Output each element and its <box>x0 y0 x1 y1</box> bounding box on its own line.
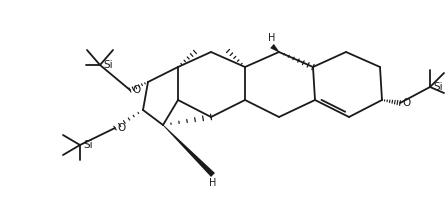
Polygon shape <box>270 44 279 52</box>
Text: O: O <box>402 98 410 108</box>
Polygon shape <box>163 125 215 177</box>
Text: H: H <box>268 33 276 43</box>
Text: O: O <box>117 123 125 133</box>
Text: O: O <box>132 85 140 95</box>
Text: Si: Si <box>103 60 113 70</box>
Text: H: H <box>209 178 217 188</box>
Text: Si: Si <box>83 140 93 150</box>
Text: Si: Si <box>433 82 443 92</box>
